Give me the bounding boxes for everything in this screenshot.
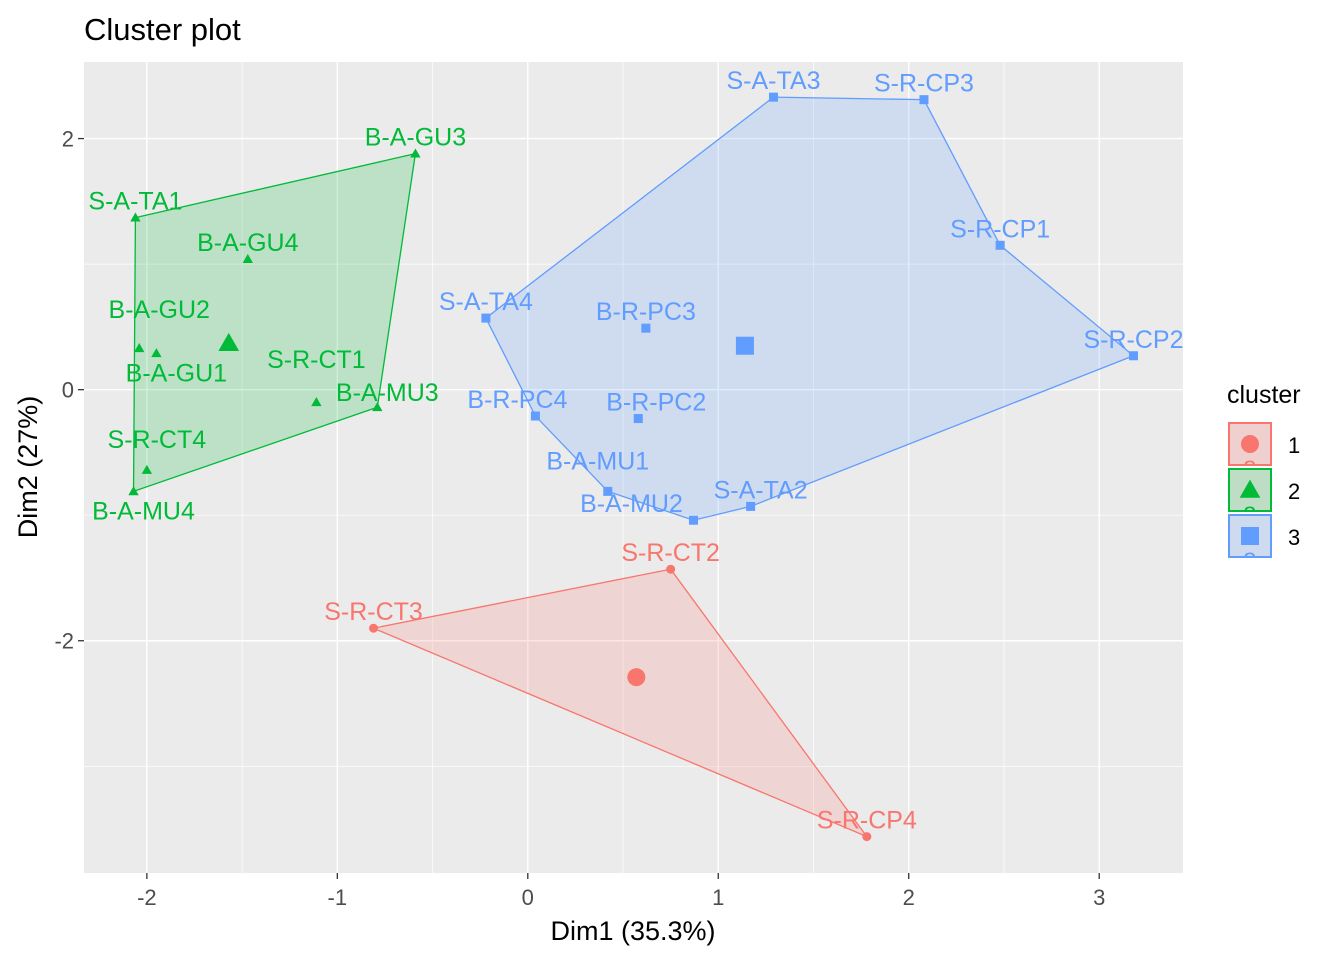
point-label: B-A-MU1 [546, 447, 649, 475]
data-point [481, 313, 491, 323]
legend-label-3: 3 [1288, 525, 1300, 550]
data-point [633, 414, 643, 424]
x-tick-label: 2 [903, 885, 915, 910]
data-point [134, 343, 145, 353]
point-label: S-A-TA1 [88, 188, 182, 216]
data-point [410, 148, 421, 158]
point-label: S-A-TA2 [714, 476, 808, 504]
plot-marks: S-R-CT2 S-R-CT3 S-R-CP4 B-A-GU3 S-A-TA1 B-A-G… [88, 67, 1183, 842]
data-point [1128, 351, 1138, 361]
x-tick-label: 3 [1093, 885, 1105, 910]
legend-title: cluster [1227, 381, 1301, 409]
cluster-2-centroid [218, 332, 240, 351]
data-point [862, 832, 872, 842]
data-point [311, 397, 322, 407]
legend-label-2: 2 [1288, 479, 1300, 504]
axes: -2 -1 0 1 2 3 -2 0 2 [54, 127, 1105, 910]
cluster-1-hull [371, 568, 869, 839]
gridlines [84, 62, 1183, 873]
legend-key-text: a [1243, 452, 1257, 480]
x-tick-label: 0 [522, 885, 534, 910]
y-tick-label: 0 [62, 378, 74, 403]
data-point [995, 240, 1005, 250]
point-label: B-R-PC3 [596, 298, 696, 326]
point-label: S-A-TA4 [439, 288, 533, 316]
data-point [530, 411, 540, 421]
data-point [768, 92, 778, 102]
x-tick-label: -2 [137, 885, 157, 910]
data-point [130, 212, 141, 222]
data-point [641, 323, 651, 333]
data-point [369, 623, 379, 633]
data-point [666, 564, 676, 574]
point-label: B-A-GU2 [109, 296, 210, 324]
cluster-3-centroid [735, 336, 754, 355]
legend-key-text: a [1243, 544, 1257, 572]
data-point [919, 95, 929, 105]
data-point [242, 253, 253, 263]
y-axis-label: Dim2 (27%) [13, 396, 43, 539]
point-label: S-R-CT3 [324, 598, 423, 626]
point-label: S-R-CP3 [874, 70, 974, 98]
point-label: B-R-PC4 [467, 386, 567, 414]
point-label: B-A-GU3 [365, 124, 466, 152]
point-label: S-R-CT4 [108, 426, 207, 454]
point-label: S-R-CT2 [621, 539, 720, 567]
legend-key-2: a [1228, 468, 1272, 526]
y-tick-label: -2 [54, 629, 74, 654]
x-tick-label: 1 [712, 885, 724, 910]
chart-title: Cluster plot [84, 12, 241, 47]
point-label: S-R-CP1 [950, 215, 1050, 243]
cluster-3-hull [485, 96, 1135, 521]
point-label: S-R-CP4 [817, 807, 917, 835]
cluster-1-centroid [627, 668, 646, 687]
legend-key-3: a [1228, 514, 1272, 572]
legend-key-1: a [1228, 422, 1272, 480]
data-point [688, 515, 698, 525]
point-label: S-R-CP2 [1083, 326, 1183, 354]
data-point [746, 501, 756, 511]
data-point [151, 348, 162, 358]
data-point [141, 464, 153, 474]
data-point [372, 402, 383, 412]
x-axis-label: Dim1 (35.3%) [550, 916, 715, 946]
point-label: B-R-PC2 [606, 389, 706, 417]
x-tick-label: -1 [328, 885, 348, 910]
legend-key-symbol [1241, 527, 1259, 545]
point-label: B-A-MU2 [580, 490, 683, 518]
legend-key-symbol [1239, 479, 1261, 498]
point-label: B-A-GU4 [197, 229, 299, 257]
legend: cluster a 1 a 2 a 3 [1227, 381, 1301, 572]
point-label: B-A-GU1 [126, 359, 227, 387]
legend-key-symbol [1241, 435, 1259, 453]
y-tick-label: 2 [62, 127, 74, 152]
data-point [603, 486, 613, 496]
point-label: B-A-MU3 [336, 379, 439, 407]
legend-key-text: a [1243, 498, 1257, 526]
point-label: S-A-TA3 [726, 67, 820, 95]
legend-label-1: 1 [1288, 433, 1300, 458]
data-point [128, 486, 139, 496]
point-label: B-A-MU4 [92, 497, 195, 525]
point-label: S-R-CT1 [267, 346, 366, 374]
